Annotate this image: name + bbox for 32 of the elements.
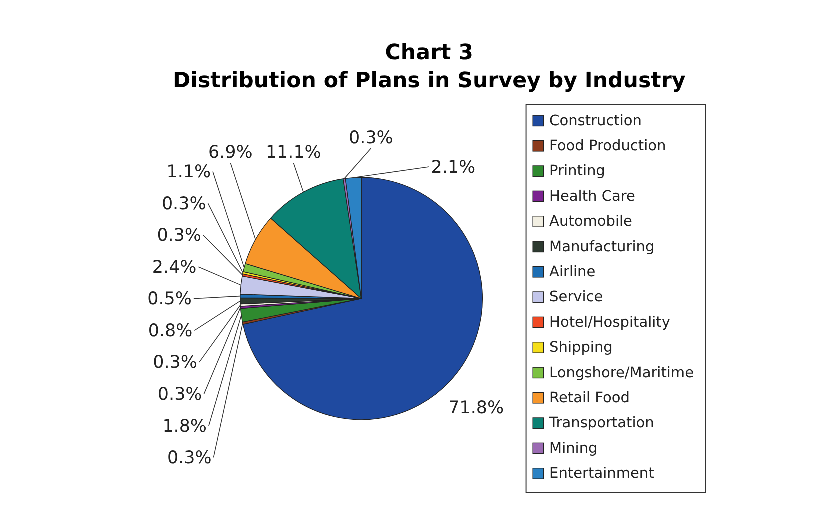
legend-label: Food Production <box>550 138 666 154</box>
legend-label: Automobile <box>550 214 633 230</box>
legend-label: Service <box>550 290 604 306</box>
legend-label: Printing <box>550 164 606 180</box>
data-label: 0.3% <box>349 128 394 149</box>
data-label: 0.3% <box>167 448 212 469</box>
data-label: 6.9% <box>208 143 253 164</box>
data-label: 0.5% <box>148 290 192 310</box>
data-label: 2.1% <box>431 158 476 178</box>
data-label: 0.3% <box>157 226 202 246</box>
legend-label: Transportation <box>548 416 654 432</box>
legend-label: Construction <box>550 113 642 130</box>
legend-label: Mining <box>550 440 598 457</box>
legend-label: Health Care <box>550 188 636 205</box>
data-label: 0.3% <box>158 385 202 405</box>
data-label: 1.1% <box>166 162 212 183</box>
legend-label: Longshore/Maritime <box>550 365 694 382</box>
data-label: 11.1% <box>266 143 322 164</box>
legend-label: Manufacturing <box>550 239 655 256</box>
data-label: 0.3% <box>153 353 198 374</box>
legend-label: Shipping <box>550 340 613 356</box>
data-label: 0.3% <box>162 194 206 214</box>
chart-subtitle: Distribution of Plans in Survey by Industry <box>173 68 686 94</box>
legend-label: Hotel/Hospitality <box>550 314 671 331</box>
data-label: 1.8% <box>162 416 208 437</box>
legend-label: Retail Food <box>550 390 630 406</box>
legend-label: Airline <box>550 264 596 280</box>
data-label: 71.8% <box>448 398 504 419</box>
chart-title: Chart 3 <box>385 40 474 66</box>
data-label: 2.4% <box>152 258 197 278</box>
legend-label: Entertainment <box>550 466 655 482</box>
data-label: 0.8% <box>148 321 193 342</box>
